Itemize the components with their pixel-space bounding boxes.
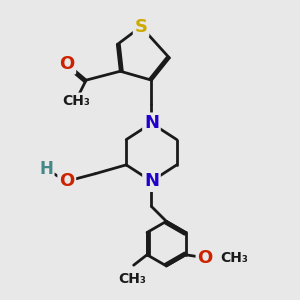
Text: N: N [144,114,159,132]
Text: O: O [197,249,213,267]
Text: N: N [144,172,159,190]
Text: CH₃: CH₃ [118,272,146,286]
Text: O: O [59,172,74,190]
Text: O: O [59,55,74,73]
Text: S: S [135,18,148,36]
Text: CH₃: CH₃ [62,94,90,108]
Text: H: H [39,160,53,178]
Text: CH₃: CH₃ [220,251,248,265]
